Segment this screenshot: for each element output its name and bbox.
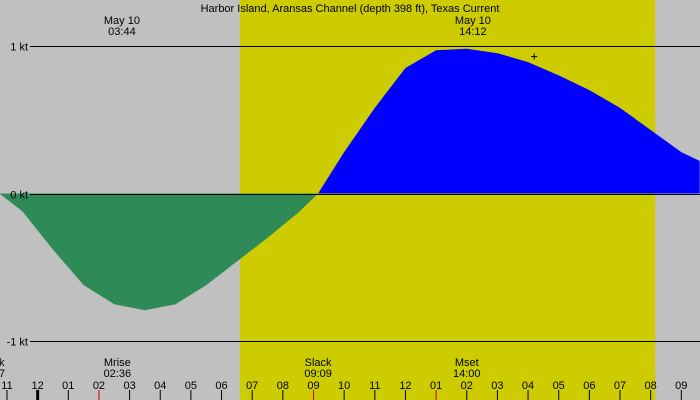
y-tick-label: -1 kt bbox=[7, 337, 28, 349]
y-axis-labels: 1 kt 0 kt -1 kt bbox=[7, 42, 28, 349]
x-tick-label: 08 bbox=[645, 380, 657, 392]
x-tick-label: 04 bbox=[522, 380, 534, 392]
event-time: 02:36 bbox=[104, 368, 132, 380]
y-tick-label: 1 kt bbox=[10, 42, 28, 54]
ebb-current-area bbox=[0, 193, 319, 311]
event-name: Mrise bbox=[104, 357, 131, 369]
x-tick-label: 07 bbox=[246, 380, 258, 392]
top-marker-date: May 10 bbox=[455, 15, 491, 27]
chart-title: Harbor Island, Aransas Channel (depth 39… bbox=[201, 3, 500, 15]
x-tick-label: 06 bbox=[583, 380, 595, 392]
x-tick-label: 12 bbox=[399, 380, 411, 392]
x-tick-label: 04 bbox=[154, 380, 166, 392]
top-marker-time: 03:44 bbox=[108, 26, 136, 38]
cursor-marker bbox=[531, 53, 538, 60]
x-tick-label: 08 bbox=[277, 380, 289, 392]
x-tick-label: 10 bbox=[338, 380, 350, 392]
event-name: Mset bbox=[455, 357, 479, 369]
x-axis: 11 12 01 02 03 04 05 06 07 08 09 10 11 12 01 02 03 04 05 06… bbox=[1, 380, 687, 400]
x-tick-label: 02 bbox=[93, 380, 105, 392]
y-tick-label: 0 kt bbox=[10, 190, 28, 202]
x-tick-label: 03 bbox=[123, 380, 135, 392]
x-tick-label: 11 bbox=[1, 380, 12, 392]
event-name: k bbox=[0, 357, 5, 369]
x-tick-label: 09 bbox=[675, 380, 687, 392]
gridlines bbox=[30, 46, 700, 342]
x-tick-label: 01 bbox=[430, 380, 442, 392]
top-marker-time: 14:12 bbox=[459, 26, 487, 38]
x-tick-label: 06 bbox=[215, 380, 227, 392]
x-tick-label: 09 bbox=[307, 380, 319, 392]
x-tick-label: 12 bbox=[32, 380, 44, 392]
x-tick-label: 03 bbox=[491, 380, 503, 392]
x-tick-label: 05 bbox=[185, 380, 197, 392]
x-tick-label: 05 bbox=[553, 380, 565, 392]
flood-current-area bbox=[318, 48, 700, 194]
x-tick-label: 07 bbox=[614, 380, 626, 392]
event-time: 14:00 bbox=[453, 368, 481, 380]
top-marker-date: May 10 bbox=[104, 15, 140, 27]
x-tick-label: 02 bbox=[461, 380, 473, 392]
x-tick-label: 11 bbox=[369, 380, 380, 392]
event-time: 09:09 bbox=[304, 368, 332, 380]
event-name: Slack bbox=[305, 357, 332, 369]
x-tick-label: 01 bbox=[62, 380, 74, 392]
event-time: 7 bbox=[0, 368, 5, 380]
